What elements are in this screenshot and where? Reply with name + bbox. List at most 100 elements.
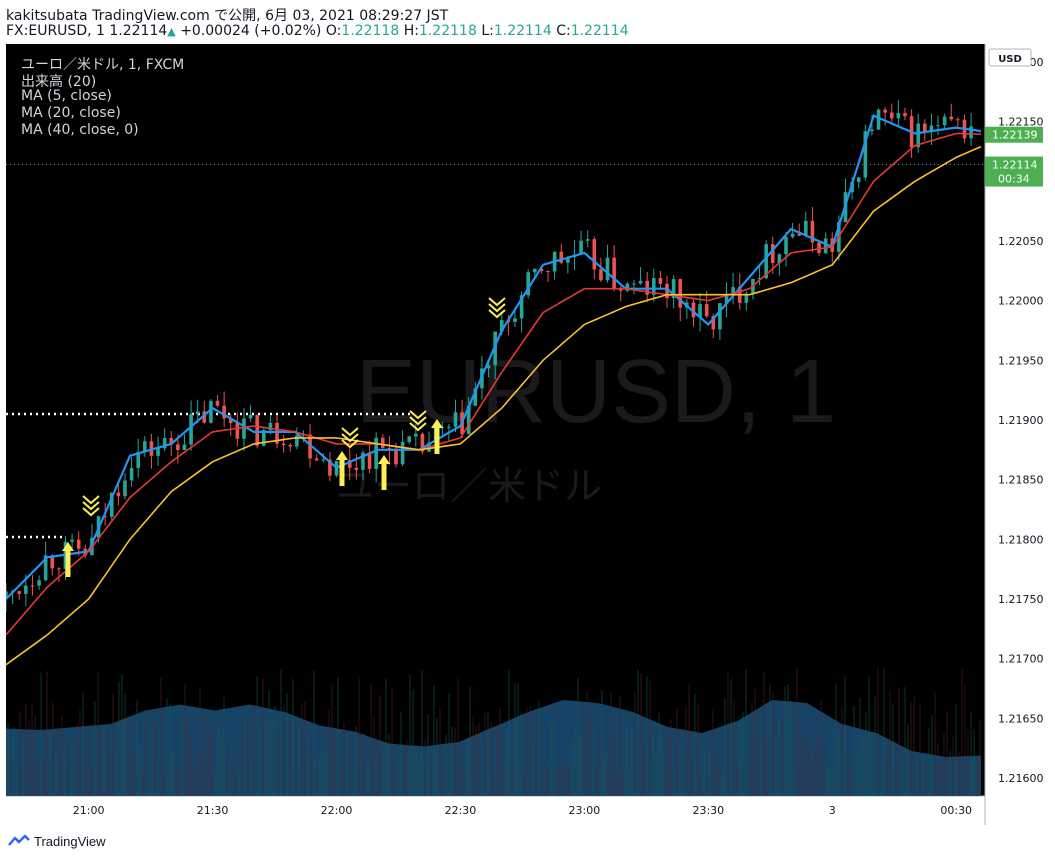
arrow-head xyxy=(431,419,443,428)
candle-body xyxy=(50,555,55,569)
candle-body xyxy=(374,437,378,469)
candle-body xyxy=(43,555,48,581)
countdown-label: 00:34 xyxy=(998,173,1030,186)
y-tick-label: 1.21800 xyxy=(998,533,1044,546)
candle-body xyxy=(222,405,226,419)
legend-title[interactable]: ユーロ／米ドル, 1, FXCM xyxy=(21,57,185,73)
candle-body xyxy=(176,444,180,451)
chart-svg[interactable]: EURUSD, 1 ユーロ／米ドル 1.222001.221501.221001… xyxy=(4,44,1048,825)
high-value: 1.22118 xyxy=(418,23,477,39)
candle-body xyxy=(37,580,41,586)
y-tick-label: 1.21750 xyxy=(998,593,1044,606)
candle-body xyxy=(407,436,412,442)
legend-ma40[interactable]: MA (40, close, 0) xyxy=(21,122,139,138)
candle-body xyxy=(414,433,418,437)
ma20-line xyxy=(5,132,982,636)
tradingview-logo-icon xyxy=(8,834,30,846)
y-tick-label: 1.21900 xyxy=(998,414,1044,427)
buy-arrow-icon xyxy=(336,451,348,486)
candle-body xyxy=(17,591,22,594)
candle-body xyxy=(215,400,220,406)
candle-body xyxy=(526,272,531,296)
candle-body xyxy=(896,113,901,119)
candle-body xyxy=(228,418,233,424)
candle-body xyxy=(533,268,537,273)
candle-body xyxy=(499,320,504,332)
plot-area xyxy=(6,44,985,796)
candle-body xyxy=(281,443,286,446)
ma-price-label: 1.22139 xyxy=(992,129,1038,142)
candle-body xyxy=(817,242,821,253)
legend-ma5[interactable]: MA (5, close) xyxy=(21,88,112,104)
buy-arrow-icon xyxy=(62,542,74,577)
volume-layer xyxy=(6,666,981,796)
ma-price-tag xyxy=(985,126,1043,143)
watermark-symbol: EURUSD, 1 xyxy=(356,342,836,442)
sell-chevron-icon xyxy=(488,297,506,319)
candle-body xyxy=(804,220,808,236)
legend-volume[interactable]: 出来高 (20) xyxy=(21,74,97,90)
candle-body xyxy=(473,388,478,406)
candle-body xyxy=(314,458,319,461)
arrow-shaft xyxy=(339,459,345,486)
candle-body xyxy=(347,460,352,468)
currency-box[interactable] xyxy=(988,48,1032,67)
candle-body xyxy=(308,434,312,459)
candle-body xyxy=(156,448,160,456)
candle-body xyxy=(162,438,167,449)
y-tick-label: 1.22000 xyxy=(998,295,1044,308)
x-tick-label: 00:30 xyxy=(940,804,972,817)
candle-body xyxy=(4,591,8,600)
candle-body xyxy=(704,304,709,317)
candle-body xyxy=(579,240,583,255)
x-tick-label: 23:00 xyxy=(569,804,601,817)
up-triangle-icon: ▲ xyxy=(167,25,176,38)
candle-body xyxy=(76,539,81,549)
arrow-shaft xyxy=(65,550,71,577)
candle-body xyxy=(724,293,729,304)
candle-body xyxy=(57,568,61,570)
buy-arrow-icon xyxy=(378,455,390,490)
candle-body xyxy=(288,445,293,447)
candle-body xyxy=(863,131,868,178)
high-label: H: xyxy=(403,23,419,39)
candle-body xyxy=(24,585,28,594)
footer-brand[interactable]: TradingView xyxy=(8,830,106,852)
candle-body xyxy=(354,467,359,470)
y-tick-label: 1.21600 xyxy=(998,772,1044,785)
candle-body xyxy=(665,283,669,299)
candle-body xyxy=(810,220,815,243)
candle-body xyxy=(519,295,524,319)
candle-body xyxy=(380,437,385,448)
candle-body xyxy=(261,430,266,446)
candle-body xyxy=(942,116,947,126)
signals-layer xyxy=(62,297,506,577)
x-tick-labels: 21:00 21:30 22:00 22:30 23:00 23:30 3 00:30 xyxy=(73,804,972,817)
y-tick-label: 1.21850 xyxy=(998,474,1044,487)
candle-body xyxy=(275,422,279,444)
candle-body xyxy=(757,278,762,280)
arrow-head xyxy=(62,542,74,551)
y-tick-label: 1.21700 xyxy=(998,653,1044,666)
candle-body xyxy=(856,177,861,183)
change-value: +0.00024 (+0.02%) xyxy=(180,23,322,39)
arrow-shaft xyxy=(434,427,440,454)
sell-chevron-icon xyxy=(409,410,427,432)
candle-body xyxy=(678,279,683,308)
candle-body xyxy=(883,109,887,113)
candle-body xyxy=(718,303,722,330)
candle-body xyxy=(797,233,802,236)
y-tick-label: 1.22150 xyxy=(998,116,1044,129)
x-tick-label: 3 xyxy=(829,804,836,817)
chart-panel[interactable]: EURUSD, 1 ユーロ／米ドル 1.222001.221501.221001… xyxy=(4,44,1048,825)
candle-body xyxy=(539,268,544,272)
legend-ma20[interactable]: MA (20, close) xyxy=(21,105,121,121)
candle-body xyxy=(916,123,921,148)
time-axis[interactable] xyxy=(6,796,985,825)
candle-body xyxy=(770,244,775,264)
sell-chevron-icon xyxy=(82,495,100,517)
x-tick-label: 22:30 xyxy=(445,804,477,817)
candle-body xyxy=(400,441,405,465)
chevron xyxy=(409,416,427,426)
candle-body xyxy=(195,411,200,414)
